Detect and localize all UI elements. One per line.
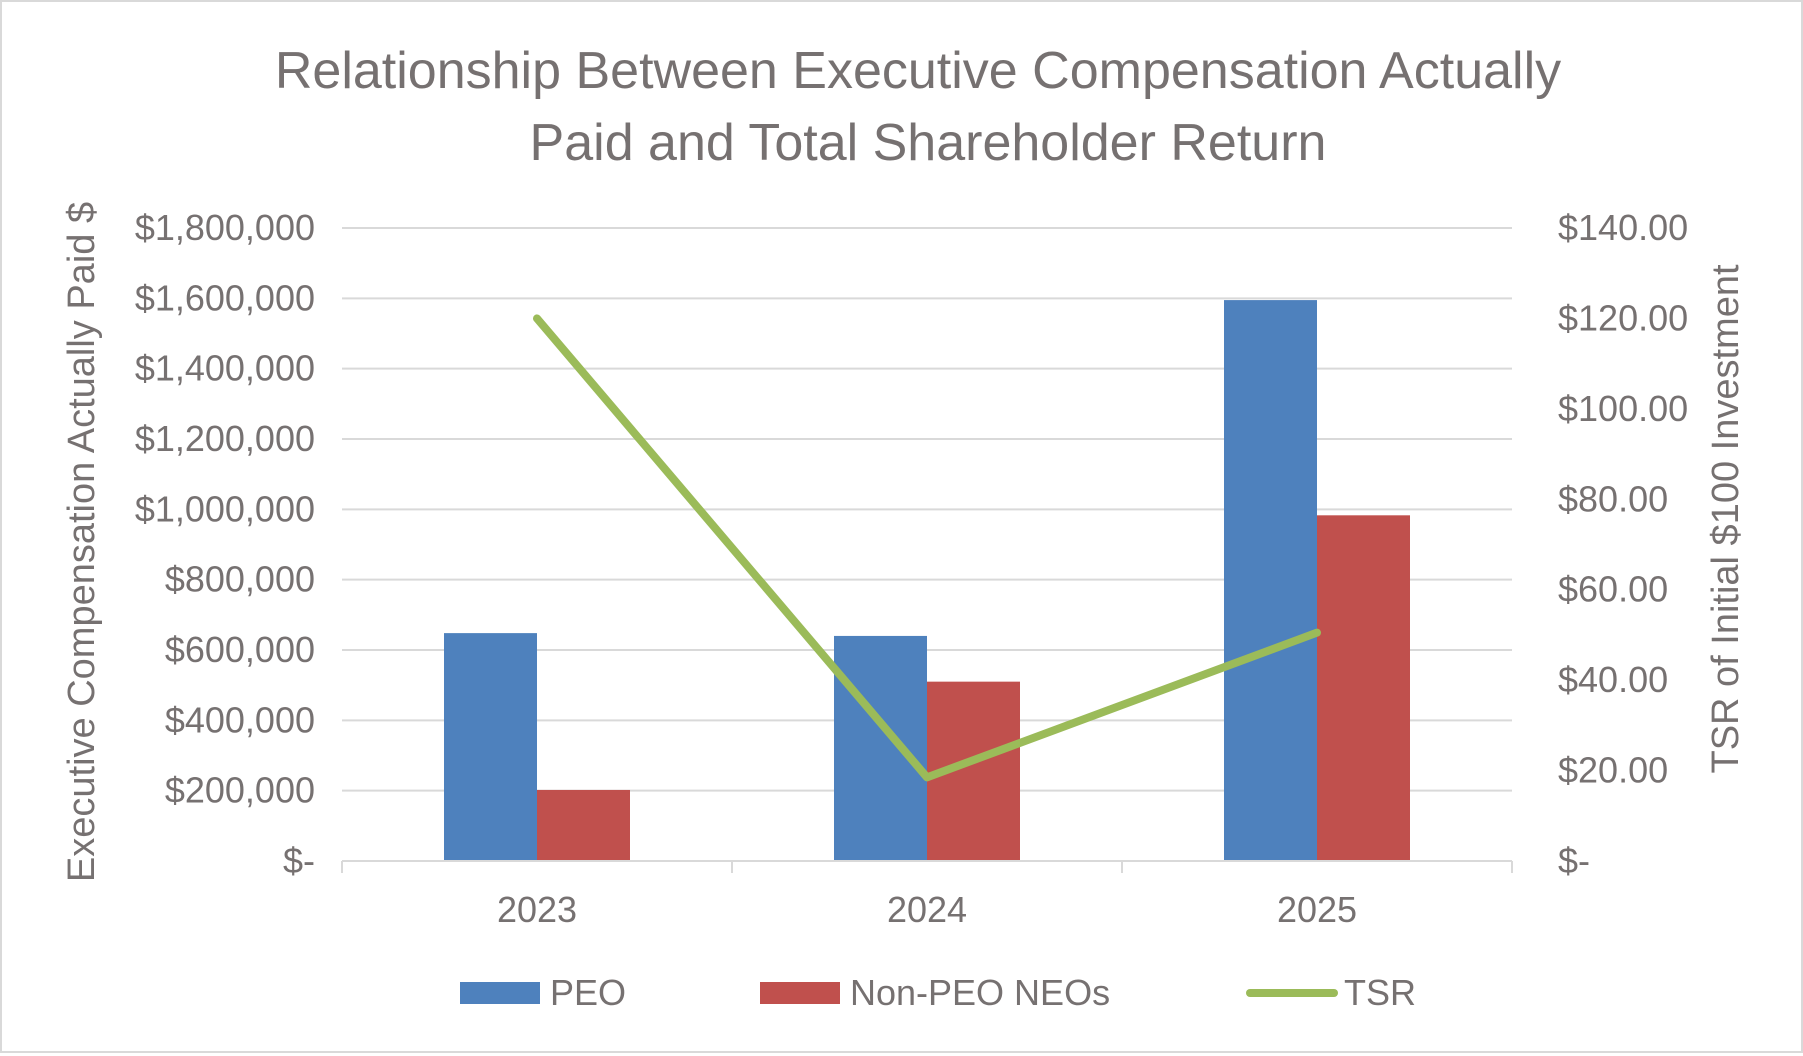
y-axis-title: Executive Compensation Actually Paid $ (61, 202, 103, 882)
right-tick-label: $- (1558, 840, 1590, 881)
bar-non-peo-neos-2023 (537, 789, 630, 861)
line-tsr (533, 314, 1321, 782)
bar-peo-2024 (834, 635, 927, 861)
right-tick-label: $100.00 (1558, 388, 1688, 429)
left-tick-label: $1,200,000 (135, 418, 315, 459)
left-tick-label: $400,000 (165, 699, 315, 740)
left-tick-label: $1,600,000 (135, 277, 315, 318)
right-tick-label: $60.00 (1558, 569, 1668, 610)
left-tick-label: $200,000 (165, 770, 315, 811)
chart-title-line-2: Paid and Total Shareholder Return (530, 114, 1327, 172)
bar-non-peo-neos-2025 (1317, 515, 1410, 861)
legend-label-non-peo-neos: Non-PEO NEOs (850, 972, 1110, 1013)
chart-title-line-1: Relationship Between Executive Compensat… (275, 42, 1561, 100)
x-tick-label: 2023 (497, 889, 577, 930)
legend-swatch-peo (460, 982, 540, 1004)
chart-title: Relationship Between Executive Compensat… (275, 42, 1561, 172)
legend-swatch-non-peo-neos (760, 982, 840, 1004)
x-tick-label: 2024 (887, 889, 967, 930)
right-tick-label: $140.00 (1558, 207, 1688, 248)
left-axis-ticks: $- $200,000 $400,000 $600,000 $800,000 $1,000… (135, 207, 315, 881)
right-tick-label: $40.00 (1558, 659, 1668, 700)
left-tick-label: $1,800,000 (135, 207, 315, 248)
right-tick-label: $120.00 (1558, 297, 1688, 338)
x-axis-ticks: 2023 2024 2025 (497, 889, 1357, 930)
y2-axis-title: TSR of Initial $100 Investment (1705, 264, 1747, 773)
left-tick-label: $800,000 (165, 559, 315, 600)
left-tick-label: $1,400,000 (135, 348, 315, 389)
legend-label-peo: PEO (550, 972, 626, 1013)
right-tick-label: $20.00 (1558, 750, 1668, 791)
right-tick-label: $80.00 (1558, 478, 1668, 519)
bar-peo-2023 (444, 633, 537, 861)
x-axis (341, 860, 1513, 873)
line-series (533, 314, 1321, 782)
legend: PEO Non-PEO NEOs TSR (460, 972, 1416, 1013)
right-axis-ticks: $- $20.00 $40.00 $60.00 $80.00 $100.00 $120.00… (1558, 207, 1688, 881)
left-tick-label: $- (283, 840, 315, 881)
left-tick-label: $600,000 (165, 629, 315, 670)
left-tick-label: $1,000,000 (135, 488, 315, 529)
x-tick-label: 2025 (1277, 889, 1357, 930)
legend-label-tsr: TSR (1344, 972, 1416, 1013)
bar-series (444, 300, 1410, 861)
bar-peo-2025 (1224, 300, 1317, 861)
